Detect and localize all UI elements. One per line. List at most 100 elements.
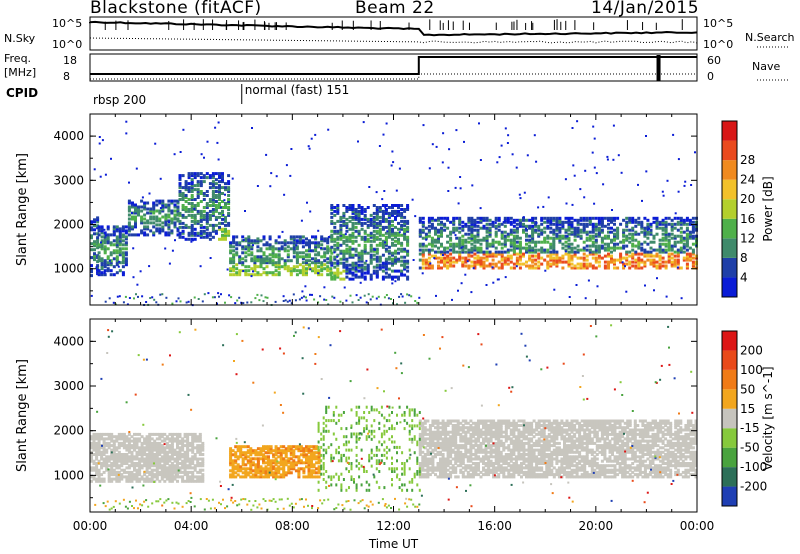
ground-scatter-cell: [512, 424, 516, 427]
echo-cell: [467, 228, 471, 232]
echo-cell: [512, 244, 516, 248]
echo-cell: [96, 236, 100, 240]
ground-scatter-cell: [461, 419, 465, 423]
ground-scatter-cell: [459, 464, 463, 468]
echo-cell: [97, 271, 101, 275]
echo-cell: [348, 253, 352, 257]
ground-scatter-cell: [489, 421, 493, 425]
echo-cell: [232, 255, 236, 259]
echo-cell: [351, 277, 355, 281]
echo-cell: [232, 261, 236, 265]
ground-scatter-cell: [186, 432, 190, 436]
ground-scatter-cell: [464, 468, 468, 472]
ground-scatter-cell: [434, 437, 437, 441]
ground-echo-cell: [309, 293, 311, 296]
ground-scatter-cell: [105, 444, 109, 448]
ground-echo-cell: [264, 296, 267, 299]
echo-cell: [292, 251, 296, 255]
noise-cell: [378, 145, 381, 147]
ground-scatter-cell: [90, 468, 93, 472]
noise-cell: [447, 166, 450, 169]
echo-cell: [149, 207, 153, 211]
echo-cell: [634, 232, 638, 236]
ground-scatter-cell: [512, 419, 516, 423]
ground-scatter-cell: [176, 435, 179, 439]
ground-scatter-cell: [520, 455, 523, 459]
echo-cell: [476, 254, 480, 258]
ground-scatter-cell: [191, 470, 195, 474]
echo-cell: [360, 221, 364, 225]
ground-scatter-cell: [150, 464, 154, 468]
ground-scatter-cell: [464, 426, 468, 430]
echo-cell: [664, 266, 668, 270]
ground-scatter-cell: [504, 453, 508, 456]
ground-scatter-cell: [122, 455, 126, 459]
ground-scatter-cell: [499, 450, 503, 454]
ground-scatter-cell: [107, 473, 111, 477]
ground-scatter-cell: [469, 468, 473, 472]
echo-cell: [628, 220, 632, 224]
ground-scatter-cell: [454, 455, 458, 459]
ground-scatter-cell: [143, 439, 147, 443]
echo-cell: [218, 202, 221, 205]
ground-scatter-cell: [173, 468, 177, 472]
ground-scatter-cell: [165, 466, 169, 470]
echo-cell: [464, 224, 468, 228]
ground-scatter-cell: [471, 475, 475, 479]
noise-cell: [148, 192, 151, 195]
echo-cell: [149, 215, 153, 219]
ground-scatter-cell: [135, 462, 139, 465]
echo-cell: [295, 259, 299, 263]
echo-cell: [143, 227, 147, 231]
echo-cell: [458, 218, 462, 222]
echo-cell: [97, 273, 101, 277]
ground-scatter-cell: [138, 464, 142, 468]
echo-cell: [354, 217, 358, 221]
echo-cell: [363, 243, 367, 247]
ground-scatter-cell: [507, 437, 511, 441]
noise-cell: [506, 142, 509, 144]
echo-cell: [497, 218, 501, 222]
ground-scatter-cell: [168, 459, 172, 463]
echo-cell: [173, 209, 177, 213]
echo-cell: [360, 251, 364, 255]
ground-scatter-cell: [115, 435, 119, 439]
echo-cell: [430, 216, 434, 220]
ground-scatter-cell: [100, 466, 104, 470]
ground-scatter-cell: [153, 459, 157, 463]
echo-cell: [100, 245, 104, 249]
ground-scatter-cell: [178, 432, 182, 436]
echo-cell: [253, 263, 257, 267]
ground-scatter-cell: [95, 466, 99, 470]
ground-scatter-cell: [507, 473, 511, 477]
echo-cell: [437, 256, 440, 260]
ground-scatter-cell: [428, 457, 432, 461]
ground-scatter-cell: [477, 435, 480, 439]
ground-scatter-cell: [196, 444, 200, 448]
ground-scatter-cell: [122, 459, 126, 463]
ground-scatter-cell: [456, 421, 460, 425]
ground-scatter-cell: [100, 477, 104, 481]
ground-scatter-cell: [471, 444, 475, 448]
echo-cell: [424, 248, 428, 252]
echo-cell: [421, 260, 425, 264]
echo-cell: [652, 216, 656, 220]
noise-cell: [136, 283, 139, 286]
ground-scatter-cell: [100, 464, 104, 468]
echo-cell: [295, 269, 299, 273]
echo-cell: [121, 233, 125, 237]
ground-echo-cell: [135, 293, 137, 296]
echo-cell: [336, 273, 340, 277]
ground-scatter-cell: [512, 426, 516, 430]
echo-cell: [555, 228, 559, 232]
noise-cell: [648, 227, 651, 230]
echo-cell: [394, 231, 397, 235]
ground-scatter-cell: [423, 464, 427, 468]
ground-scatter-cell: [178, 457, 182, 461]
ground-scatter-cell: [479, 421, 483, 425]
noise-cell: [428, 167, 431, 170]
echo-cell: [137, 209, 140, 213]
ground-scatter-cell: [95, 446, 99, 450]
echo-cell: [387, 235, 391, 239]
ground-scatter-cell: [466, 473, 470, 477]
